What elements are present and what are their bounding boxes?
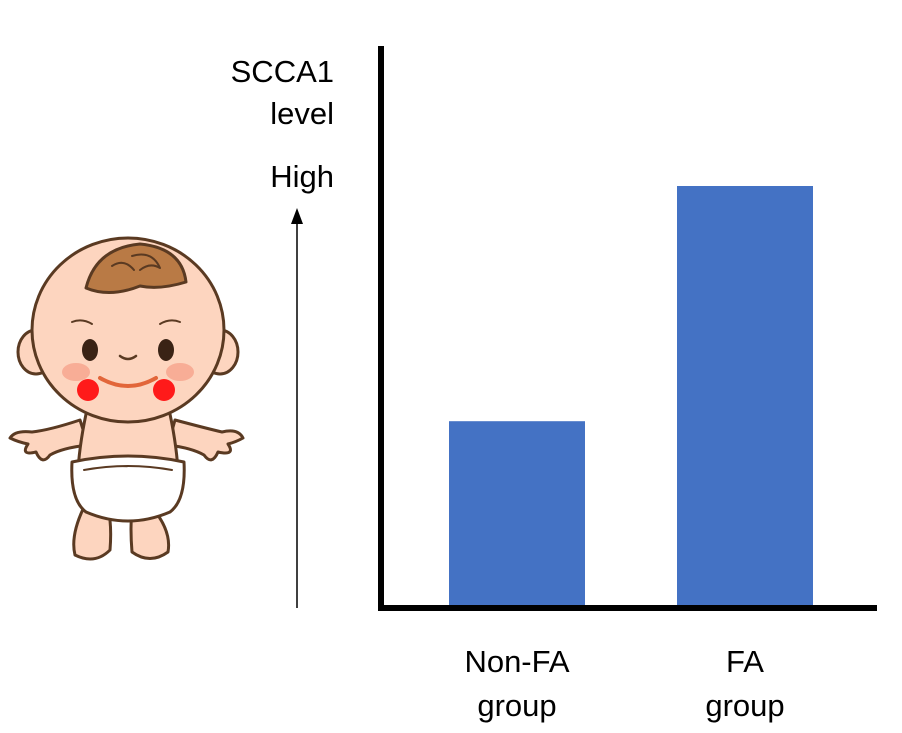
category-label-0-line-0: Non-FA — [464, 644, 569, 679]
y-axis-label-line-2: level — [270, 96, 334, 131]
bar-1 — [677, 186, 813, 606]
baby-illustration — [8, 236, 245, 561]
eye-right-icon — [158, 339, 174, 361]
cheek-left-icon — [77, 379, 99, 401]
category-label-1-line-0: FA — [726, 644, 764, 679]
cheek-right-icon — [153, 379, 175, 401]
bar-0 — [449, 421, 585, 606]
eye-left-icon — [82, 339, 98, 361]
y-axis-label-line-1: SCCA1 — [231, 54, 334, 89]
baby-face — [62, 339, 194, 401]
arrow-up-icon — [291, 208, 303, 224]
category-label-0-line-1: group — [477, 688, 556, 723]
category-label-1-line-1: group — [705, 688, 784, 723]
bars-group — [449, 186, 813, 606]
y-direction-label: High — [270, 159, 334, 194]
category-labels: Non-FA group FA group — [464, 644, 784, 723]
